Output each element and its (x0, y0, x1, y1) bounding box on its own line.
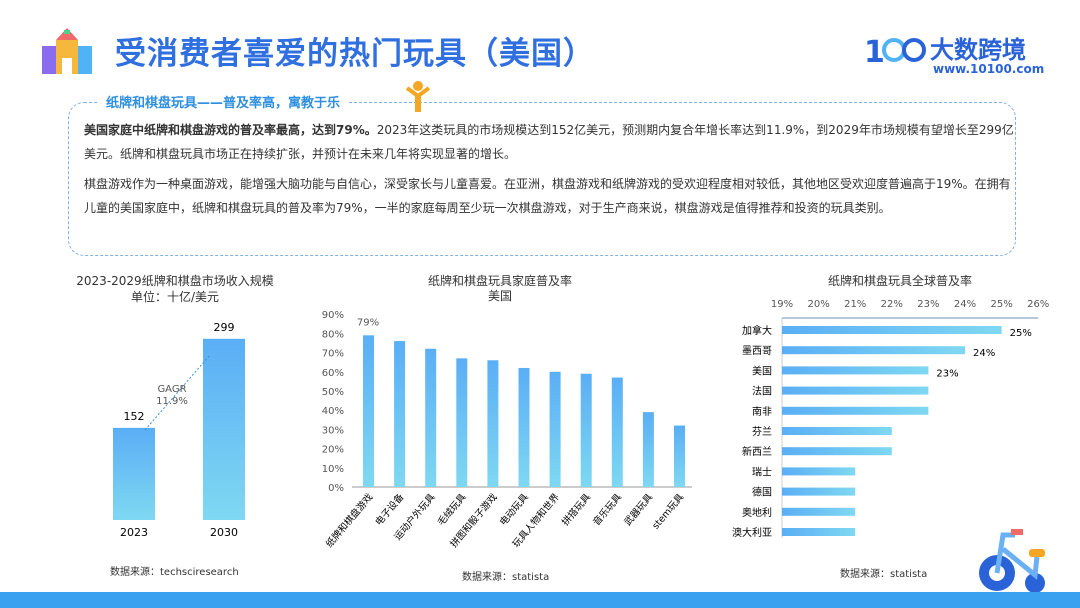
x-tick-label: 22% (881, 299, 903, 310)
y-tick-label: 南非 (752, 405, 772, 418)
data-label: 299 (214, 321, 235, 334)
x-tick-label: 音乐玩具 (590, 491, 624, 528)
chart2-subtitle: 美国 (487, 289, 512, 303)
section-title: 纸牌和棋盘玩具——普及率高，寓教于乐 (98, 92, 349, 111)
x-tick-label: 电子设备 (373, 491, 407, 528)
bar (394, 341, 406, 487)
data-label: 23% (936, 368, 958, 379)
x-tick-label: 25% (990, 299, 1012, 310)
bar (782, 447, 892, 456)
brand-name: 大数跨境 (930, 36, 1026, 64)
y-tick-label: 美国 (752, 364, 772, 377)
bar (611, 377, 623, 487)
x-tick-label: 21% (844, 299, 866, 310)
x-tick-label: 拼搭玩具 (559, 491, 593, 528)
y-tick-label: 80% (322, 329, 344, 340)
paragraph-text: 2023年这类玩具的市场规模达到152亿美元，预测期内复合年增长率达到11.9%… (84, 123, 1014, 161)
chart1-source: 数据来源：techsciresearch (110, 567, 239, 578)
y-tick-label: 新西兰 (742, 445, 772, 458)
x-tick-label: stem玩具 (650, 491, 686, 531)
x-tick-label: 20% (807, 299, 829, 310)
x-tick-label: 24% (954, 299, 976, 310)
bar (487, 360, 499, 487)
svg-text:1: 1 (864, 35, 885, 70)
page-title: 受消费者喜爱的热门玩具（美国） (115, 36, 595, 72)
chart1-subtitle: 单位：十亿/美元 (130, 290, 220, 304)
bar (518, 367, 530, 487)
cagr-line (144, 354, 211, 431)
tricycle-icon (975, 525, 1055, 599)
y-tick-label: 瑞士 (752, 465, 772, 478)
bar (782, 406, 929, 415)
bar (782, 528, 856, 536)
y-tick-label: 加拿大 (742, 324, 772, 337)
bottom-bar (0, 592, 1080, 608)
y-tick-label: 0% (328, 483, 344, 494)
bar (674, 425, 685, 487)
brand-url: www.10100.com (933, 62, 1045, 76)
y-tick-label: 40% (322, 406, 344, 417)
y-tick-label: 20% (322, 445, 344, 456)
data-label: 79% (357, 317, 379, 328)
y-tick-label: 30% (322, 425, 344, 436)
chart3: 19% 20% 21% 22% 23% 24% 25% 26% 加拿大 25% 墨西哥 24% 美国 23… (732, 299, 1049, 539)
x-tick-label: 毛绒玩具 (435, 491, 469, 528)
info-box (68, 102, 1016, 256)
cagr-label: GAGR (157, 384, 186, 395)
bar (425, 348, 437, 487)
cagr-value: 11.9% (156, 396, 188, 407)
bar (782, 326, 1002, 334)
bar (782, 386, 929, 395)
data-label: 152 (124, 410, 145, 423)
bar (782, 507, 856, 516)
x-tick-label: 武器玩具 (622, 491, 656, 528)
person-icon (404, 80, 432, 118)
y-tick-label: 芬兰 (752, 425, 772, 438)
x-tick-label: 2030 (210, 526, 238, 539)
y-tick-label: 墨西哥 (742, 345, 772, 357)
bar (782, 427, 892, 435)
x-tick-label: 纸牌和棋盘游戏 (323, 491, 375, 550)
blocks-icon (38, 26, 98, 76)
chart2-source: 数据来源：statista (462, 572, 550, 583)
y-tick-label: 法国 (752, 385, 772, 398)
chart2-title: 纸牌和棋盘玩具家庭普及率 (427, 274, 572, 288)
y-tick-label: 10% (322, 464, 344, 475)
bar (782, 346, 965, 355)
chart2: 0% 10% 20% 30% 40% 50% 60% 70% 80% 90% 纸牌和棋盘游戏电子设备… (322, 310, 692, 550)
bar (549, 371, 561, 487)
data-label: 24% (973, 348, 995, 359)
paragraph-1: 美国家庭中纸牌和棋盘游戏的普及率最高，达到79%。2023年这类玩具的市场规模达… (84, 118, 1014, 166)
bar (113, 427, 155, 520)
bar (782, 467, 856, 476)
y-tick-label: 澳大利亚 (732, 526, 772, 539)
x-tick-label: 2023 (120, 526, 148, 539)
y-tick-label: 奥地利 (742, 506, 772, 519)
bar (456, 358, 468, 487)
bar (580, 373, 592, 487)
bar (782, 487, 856, 496)
x-tick-label: 19% (771, 299, 793, 310)
x-tick-label: 23% (917, 299, 939, 310)
y-tick-label: 60% (322, 368, 344, 379)
x-tick-label: 电动玩具 (497, 491, 531, 528)
paragraph-2: 棋盘游戏作为一种桌面游戏，能增强大脑功能与自信心，深受家长与儿童喜爱。在亚洲，棋… (84, 177, 1011, 215)
bar (642, 412, 654, 487)
y-tick-label: 70% (322, 349, 344, 360)
y-tick-label: 50% (322, 387, 344, 398)
highlight: 美国家庭中纸牌和棋盘游戏的普及率最高，达到79%。 (84, 123, 377, 137)
data-label: 25% (1010, 328, 1032, 339)
bar (363, 335, 374, 487)
bar (782, 366, 929, 375)
x-tick-label: 26% (1027, 299, 1049, 310)
bar (203, 338, 245, 520)
y-tick-label: 德国 (752, 486, 772, 499)
y-tick-label: 90% (322, 310, 344, 321)
chart3-title: 纸牌和棋盘玩具全球普及率 (827, 274, 972, 288)
chart1-title: 2023-2029纸牌和棋盘市场收入规模 (76, 274, 274, 288)
brand-logo: 1 (862, 30, 928, 70)
chart3-source: 数据来源：statista (840, 569, 928, 580)
